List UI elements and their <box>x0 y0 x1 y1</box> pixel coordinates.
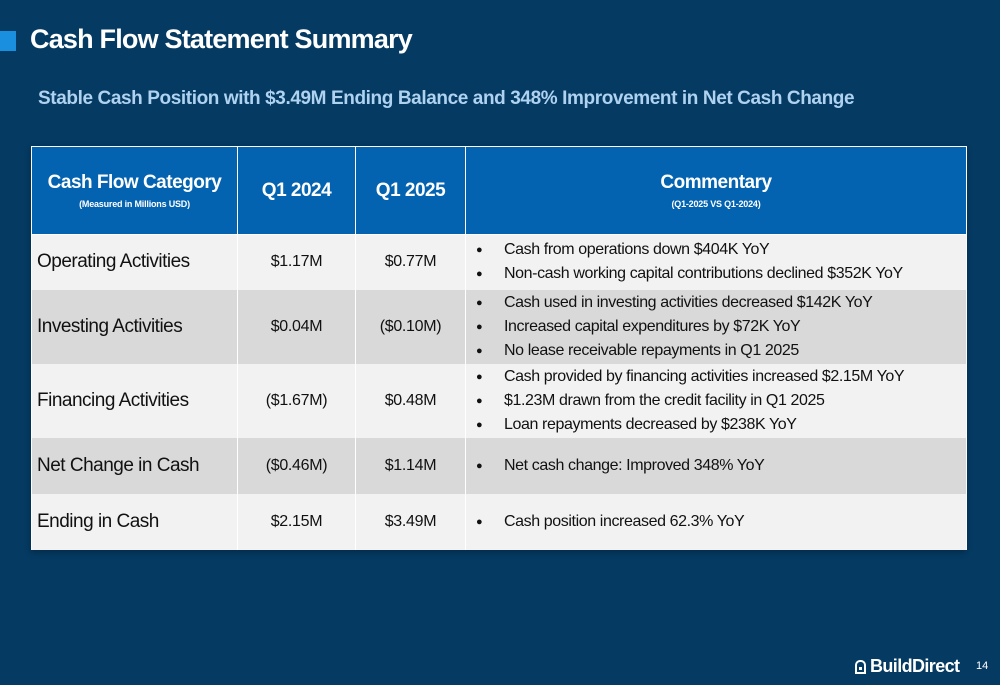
row-q1-2024-value: $0.04M <box>237 289 356 364</box>
header-commentary-label: Commentary <box>660 172 772 193</box>
commentary-list: Cash from operations down $404K YoY Non-… <box>476 238 966 286</box>
row-commentary: Cash position increased 62.3% YoY <box>465 493 967 550</box>
logo-text: BuildDirect <box>870 656 960 676</box>
builddirect-logo: BuildDirect <box>855 656 960 677</box>
header-q1-2024: Q1 2024 <box>237 146 356 235</box>
row-category: Ending in Cash <box>31 493 238 550</box>
row-q1-2025-value: $3.49M <box>355 493 466 550</box>
commentary-bullet: Cash provided by financing activities in… <box>476 365 966 389</box>
commentary-list: Cash used in investing activities decrea… <box>476 291 966 363</box>
row-q1-2024-value: ($0.46M) <box>237 437 356 494</box>
title-accent-square <box>0 31 16 51</box>
commentary-bullet: Net cash change: Improved 348% YoY <box>476 454 966 478</box>
header-category-sublabel: (Measured in Millions USD) <box>79 199 190 209</box>
row-q1-2024-value: $2.15M <box>237 493 356 550</box>
commentary-bullet: Cash from operations down $404K YoY <box>476 238 966 262</box>
header-q1-2025: Q1 2025 <box>355 146 466 235</box>
header-commentary: Commentary (Q1-2025 VS Q1-2024) <box>465 146 967 235</box>
commentary-bullet: Cash position increased 62.3% YoY <box>476 510 966 534</box>
table-row-net-change: Net Change in Cash ($0.46M) $1.14M Net c… <box>31 437 967 494</box>
table-row-ending-cash: Ending in Cash $2.15M $3.49M Cash positi… <box>31 493 967 550</box>
commentary-bullet: Increased capital expenditures by $72K Y… <box>476 315 966 339</box>
header-q1-2024-label: Q1 2024 <box>261 179 332 201</box>
row-commentary: Cash from operations down $404K YoY Non-… <box>465 234 967 290</box>
commentary-bullet: Cash used in investing activities decrea… <box>476 291 966 315</box>
row-q1-2025-value: ($0.10M) <box>355 289 466 364</box>
cash-flow-table: Cash Flow Category (Measured in Millions… <box>31 146 967 550</box>
page-number: 14 <box>976 660 989 672</box>
commentary-bullet: No lease receivable repayments in Q1 202… <box>476 339 966 363</box>
header-category-label: Cash Flow Category <box>47 172 222 193</box>
row-q1-2025-value: $1.14M <box>355 437 466 494</box>
page-subtitle: Stable Cash Position with $3.49M Ending … <box>38 88 855 109</box>
cash-flow-table-container: Cash Flow Category (Measured in Millions… <box>31 146 967 550</box>
commentary-list: Net cash change: Improved 348% YoY <box>476 454 966 478</box>
row-category: Net Change in Cash <box>31 437 238 494</box>
row-commentary: Net cash change: Improved 348% YoY <box>465 437 967 494</box>
row-q1-2025-value: $0.77M <box>355 234 466 290</box>
commentary-bullet: $1.23M drawn from the credit facility in… <box>476 389 966 413</box>
row-category: Investing Activities <box>31 289 238 364</box>
row-q1-2024-value: ($1.67M) <box>237 363 356 438</box>
header-q1-2025-label: Q1 2025 <box>375 179 446 201</box>
header-commentary-sublabel: (Q1-2025 VS Q1-2024) <box>671 199 761 209</box>
house-icon <box>855 659 866 674</box>
row-commentary: Cash provided by financing activities in… <box>465 363 967 438</box>
header-category: Cash Flow Category (Measured in Millions… <box>31 146 238 235</box>
row-q1-2024-value: $1.17M <box>237 234 356 290</box>
row-category: Financing Activities <box>31 363 238 438</box>
table-header-row: Cash Flow Category (Measured in Millions… <box>31 146 967 235</box>
row-category: Operating Activities <box>31 234 238 290</box>
table-row-investing: Investing Activities $0.04M ($0.10M) Cas… <box>31 289 967 364</box>
commentary-list: Cash position increased 62.3% YoY <box>476 510 966 534</box>
page-title: Cash Flow Statement Summary <box>30 24 413 54</box>
commentary-bullet: Non-cash working capital contributions d… <box>476 262 966 286</box>
row-commentary: Cash used in investing activities decrea… <box>465 289 967 364</box>
commentary-bullet: Loan repayments decreased by $238K YoY <box>476 413 966 437</box>
row-q1-2025-value: $0.48M <box>355 363 466 438</box>
table-row-financing: Financing Activities ($1.67M) $0.48M Cas… <box>31 363 967 438</box>
table-row-operating: Operating Activities $1.17M $0.77M Cash … <box>31 234 967 290</box>
commentary-list: Cash provided by financing activities in… <box>476 365 966 437</box>
